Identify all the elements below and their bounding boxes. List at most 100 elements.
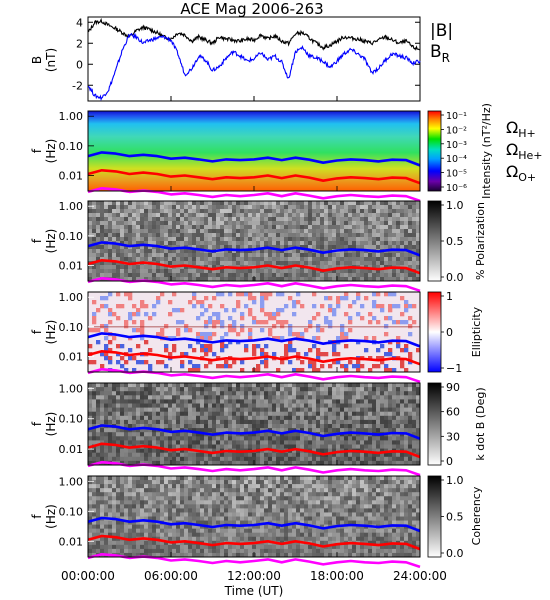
spectrogram-cell xyxy=(292,201,297,206)
spectrogram-cell xyxy=(292,261,297,266)
spectrogram-cell xyxy=(372,395,377,400)
spectrogram-cell xyxy=(224,528,229,533)
spectrogram-cell xyxy=(404,504,409,509)
spectrogram-cell xyxy=(336,269,341,274)
spectrogram-cell xyxy=(260,488,265,493)
spectrogram-cell xyxy=(332,516,337,521)
spectrogram-cell xyxy=(108,312,113,317)
spectrogram-cell xyxy=(380,488,385,493)
spectrogram-cell xyxy=(368,225,373,230)
spectrogram-cell xyxy=(124,428,129,433)
spectrogram-cell xyxy=(172,444,177,449)
spectrogram-cell xyxy=(304,209,309,214)
spectrogram-cell xyxy=(320,403,325,408)
spectrogram-cell xyxy=(412,245,417,250)
spectrogram-cell xyxy=(300,460,305,466)
spectrogram-cell xyxy=(324,383,329,388)
spectrogram-cell xyxy=(248,277,253,282)
spectrogram-cell xyxy=(240,399,245,404)
spectrogram-cell xyxy=(88,344,93,349)
spectrogram-cell xyxy=(396,257,401,262)
spectrogram-cell xyxy=(352,496,357,501)
spectrogram-cell xyxy=(392,524,397,529)
spectrogram-cell xyxy=(324,265,329,270)
spectrogram-cell xyxy=(396,237,401,242)
spectrogram-cell xyxy=(336,360,341,365)
spectrogram-cell xyxy=(208,257,213,262)
spectrogram-cell xyxy=(276,496,281,501)
spectrogram-cell xyxy=(88,520,93,525)
spectrogram-cell xyxy=(332,229,337,234)
spectrogram-cell xyxy=(196,368,201,373)
spectrogram-cell xyxy=(252,524,257,529)
spectrogram-cell xyxy=(268,269,273,274)
spectrogram-cell xyxy=(132,253,137,258)
spectrogram-cell xyxy=(196,403,201,408)
spectrogram-cell xyxy=(300,213,305,218)
spectrogram-cell xyxy=(320,508,325,513)
spectrogram-cell xyxy=(308,383,313,388)
spectrogram-cell xyxy=(388,221,393,226)
spectrogram-cell xyxy=(220,444,225,449)
spectrogram-cell xyxy=(160,419,165,425)
spectrogram-cell xyxy=(372,201,377,206)
spectrogram-cell xyxy=(368,444,373,449)
spectrogram-cell xyxy=(180,391,185,396)
spectrogram-cell xyxy=(244,411,249,417)
spectrogram-cell xyxy=(92,480,97,485)
spectrogram-cell xyxy=(144,424,149,429)
spectrogram-cell xyxy=(328,273,333,278)
spectrogram-cell xyxy=(252,273,257,278)
spectrogram-cell xyxy=(360,245,365,250)
spectrogram-cell xyxy=(392,399,397,404)
spectrogram-cell xyxy=(292,476,297,481)
spectrogram-cell xyxy=(288,209,293,214)
spectrogram-cell xyxy=(312,407,317,412)
spectrogram-cell xyxy=(212,241,217,246)
spectrogram-cell xyxy=(116,508,121,513)
spectrogram-cell xyxy=(284,241,289,246)
spectrogram-cell xyxy=(364,253,369,258)
spectrogram-cell xyxy=(388,229,393,234)
spectrogram-cell xyxy=(388,440,393,445)
spectrogram-cell xyxy=(116,407,121,412)
spectrogram-cell xyxy=(188,419,193,425)
spectrogram-cell xyxy=(360,512,365,517)
spectrogram-cell xyxy=(360,261,365,266)
spectrogram-cell xyxy=(260,387,265,392)
spectrogram-cell xyxy=(320,516,325,521)
spectrogram-cell xyxy=(288,488,293,493)
spectrogram-cell xyxy=(184,352,189,357)
spectrogram-cell xyxy=(340,269,345,274)
spectrogram-cell xyxy=(292,528,297,533)
spectrogram-cell xyxy=(268,328,273,333)
spectrogram-cell xyxy=(100,233,105,238)
spectrogram-cell xyxy=(404,391,409,396)
spectrogram-cell xyxy=(96,201,101,206)
spectrogram-cell xyxy=(220,201,225,206)
spectrogram-cell xyxy=(208,428,213,433)
spectrogram-cell xyxy=(172,524,177,529)
spectrogram-cell xyxy=(320,520,325,525)
spectrogram-cell xyxy=(380,360,385,365)
spectrogram-cell xyxy=(404,383,409,388)
spectrogram-cell xyxy=(112,265,117,270)
spectrogram-cell xyxy=(148,391,153,396)
spectrogram-cell xyxy=(276,440,281,445)
spectrogram-cell xyxy=(108,340,113,345)
spectrogram-cell xyxy=(356,213,361,218)
spectrogram-cell xyxy=(352,269,357,274)
spectrogram-cell xyxy=(356,261,361,266)
spectrogram-cell xyxy=(276,233,281,238)
spectrogram-cell xyxy=(376,480,381,485)
spectrogram-cell xyxy=(120,484,125,489)
spectrogram-cell xyxy=(128,452,133,458)
spectrogram-cell xyxy=(92,528,97,533)
spectrogram-cell xyxy=(332,344,337,349)
spectrogram-cell xyxy=(312,476,317,481)
spectrogram-cell xyxy=(168,428,173,433)
spectrogram-cell xyxy=(328,476,333,481)
spectrogram-cell xyxy=(408,488,413,493)
spectrogram-cell xyxy=(188,440,193,445)
spectrogram-cell xyxy=(364,229,369,234)
